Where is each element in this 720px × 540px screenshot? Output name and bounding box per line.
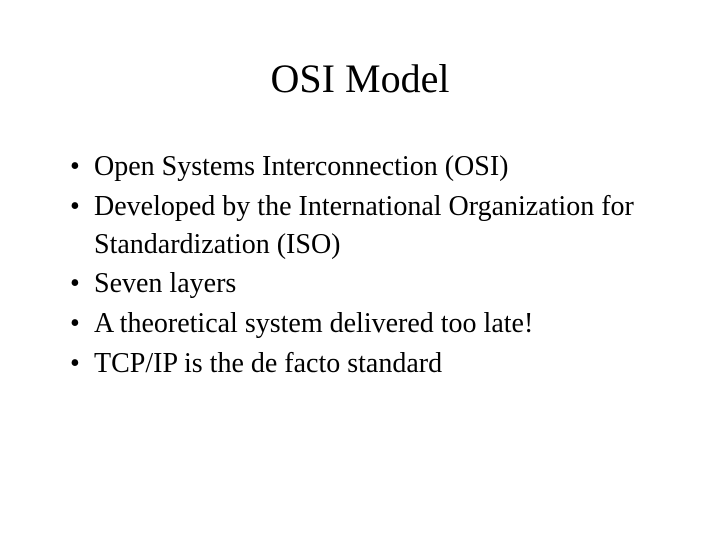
bullet-list: Open Systems Interconnection (OSI) Devel… bbox=[70, 148, 670, 383]
slide: OSI Model Open Systems Interconnection (… bbox=[0, 0, 720, 540]
list-item: Seven layers bbox=[70, 265, 670, 303]
list-item: Open Systems Interconnection (OSI) bbox=[70, 148, 670, 186]
slide-title: OSI Model bbox=[50, 55, 670, 103]
list-item: A theoretical system delivered too late! bbox=[70, 305, 670, 343]
list-item: Developed by the International Organizat… bbox=[70, 188, 670, 264]
list-item: TCP/IP is the de facto standard bbox=[70, 345, 670, 383]
